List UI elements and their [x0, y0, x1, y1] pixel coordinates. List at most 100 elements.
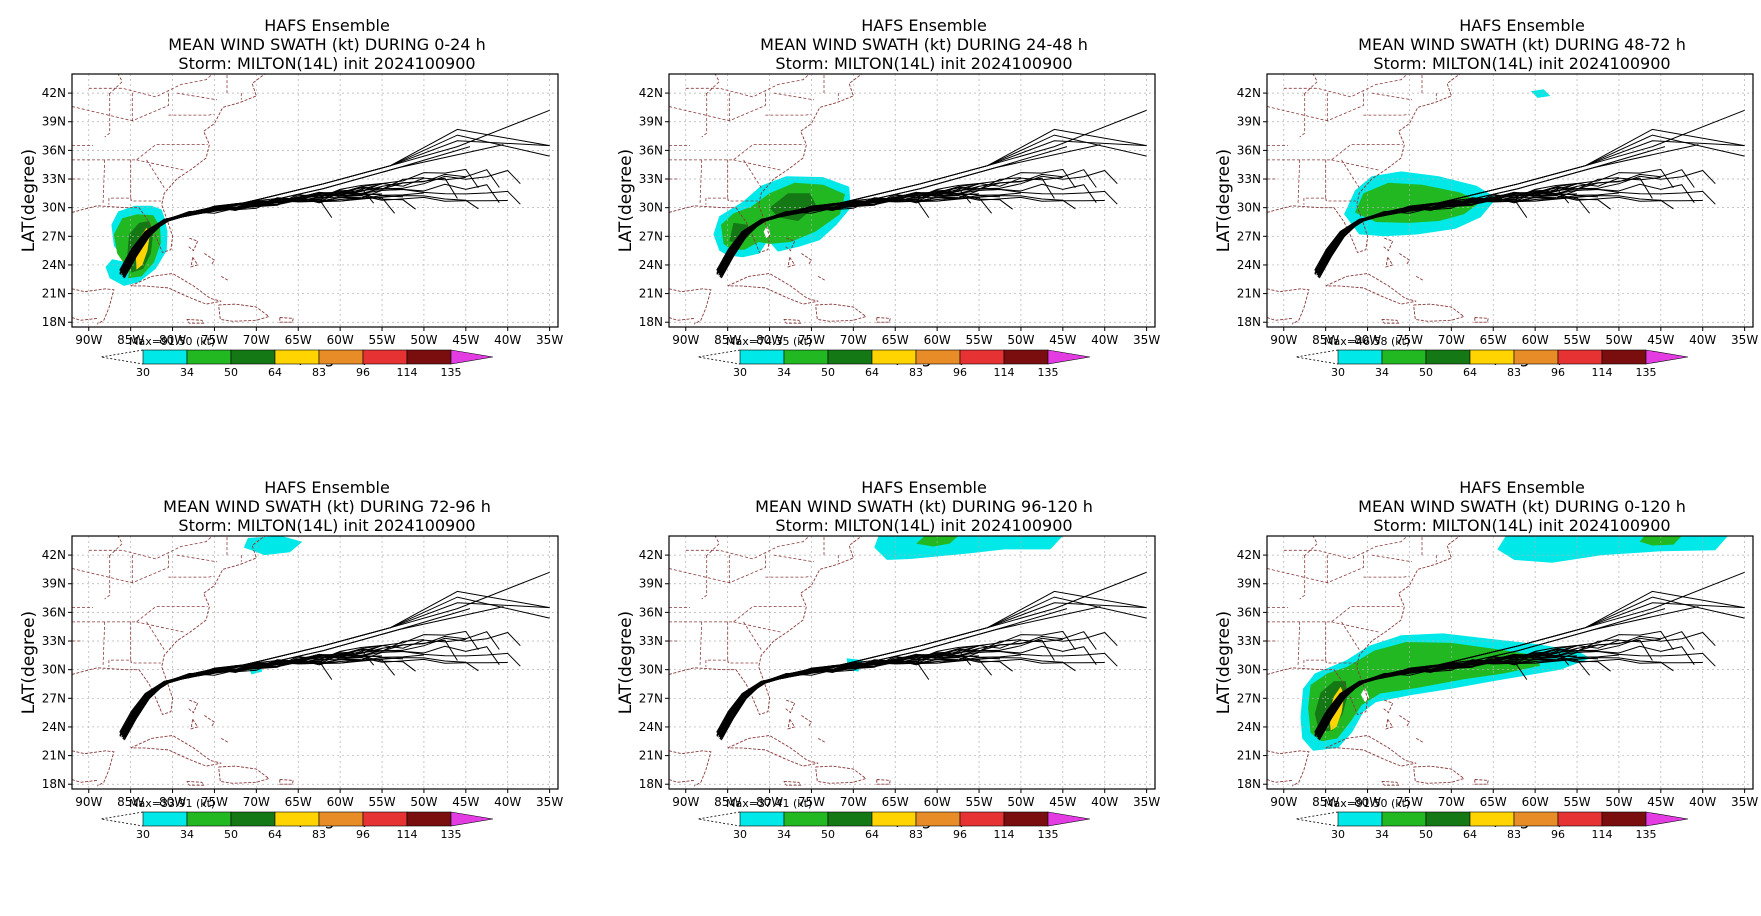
coastline: [1474, 317, 1489, 323]
coastline: [72, 536, 265, 716]
colorbar-bin-96: [362, 811, 408, 827]
x-tick-label: 55W: [965, 795, 992, 809]
x-tick-label: 70W: [1438, 795, 1465, 809]
state-border: [1371, 92, 1413, 101]
colorbar-bin-64: [274, 811, 320, 827]
y-axis-label: LAT(degree): [19, 611, 39, 714]
coastline: [669, 288, 712, 325]
state-border: [136, 159, 186, 171]
colorbar-bin-50: [1425, 811, 1471, 827]
plot-frame: [1266, 535, 1754, 790]
y-tick-label: 24N: [639, 720, 663, 734]
colorbar-level-label: 83: [909, 366, 923, 379]
y-tick-label: 21N: [639, 749, 663, 763]
colorbar-level-label: 34: [1375, 366, 1389, 379]
colorbar-bin-96: [959, 349, 1005, 365]
state-border: [72, 553, 169, 584]
colorbar-level-label: 83: [1507, 366, 1521, 379]
coastline: [801, 715, 813, 727]
colorbar-level-label: 114: [1592, 366, 1613, 379]
colorbar-bin-30: [1337, 811, 1383, 827]
state-border: [1331, 159, 1381, 171]
coastline: [1267, 779, 1293, 783]
plot-area: [72, 74, 558, 327]
ensemble-track: [721, 631, 1118, 738]
x-tick-label: 60W: [327, 333, 354, 347]
state-border: [97, 536, 123, 559]
coastline: [1381, 780, 1400, 786]
panel-storm-line: Storm: MILTON(14L) init 2024100900: [178, 516, 475, 535]
x-tick-label: 55W: [1563, 795, 1590, 809]
y-tick-label: 42N: [1237, 548, 1261, 562]
ensemble-track: [123, 657, 508, 733]
colorbar-level-label: 114: [397, 828, 418, 841]
panel-title: MEAN WIND SWATH (kt) DURING 0-24 h: [168, 35, 486, 54]
ensemble-track: [1314, 657, 1674, 733]
colorbar-bin-83: [1513, 349, 1559, 365]
coastline: [1399, 253, 1411, 265]
state-border: [733, 621, 783, 633]
state-border: [743, 621, 762, 650]
colorbar-bin-83: [318, 349, 364, 365]
coastline: [669, 779, 695, 783]
state-border: [765, 113, 812, 116]
y-tick-label: 21N: [1237, 287, 1261, 301]
ensemble-track: [124, 169, 521, 276]
coastline: [1381, 318, 1400, 324]
ensemble-track: [723, 602, 1147, 735]
colorbar-high-arrow: [450, 811, 494, 827]
coastline: [186, 780, 205, 786]
state-border: [727, 197, 758, 202]
y-tick-label: 30N: [639, 663, 663, 677]
x-tick-label: 50W: [1007, 333, 1034, 347]
state-border: [130, 197, 161, 202]
colorbar-high-arrow: [450, 349, 494, 365]
y-tick-label: 18N: [42, 777, 66, 791]
state-border: [765, 575, 812, 578]
state-border: [1267, 144, 1403, 161]
x-tick-label: 40W: [1689, 795, 1716, 809]
x-tick-label: 80W: [1354, 333, 1381, 347]
colorbar-level-label: 64: [865, 828, 879, 841]
x-tick-label: 85W: [714, 795, 741, 809]
x-tick-label: 55W: [1563, 333, 1590, 347]
plot-area: [669, 536, 1155, 789]
panel-title-line1: HAFS Ensemble: [861, 16, 987, 35]
colorbar-level-label: 83: [312, 828, 326, 841]
y-axis-label: LAT(degree): [1214, 149, 1234, 252]
ensemble-track: [119, 177, 458, 275]
y-tick-label: 33N: [42, 634, 66, 648]
coastline: [669, 74, 862, 254]
colorbar-bin-34: [186, 349, 232, 365]
state-border: [176, 554, 218, 563]
x-tick-label: 40W: [494, 333, 521, 347]
coastline: [130, 273, 222, 305]
x-tick-label: 55W: [965, 333, 992, 347]
coastline: [72, 74, 265, 254]
y-tick-label: 24N: [1237, 720, 1261, 734]
y-tick-label: 27N: [42, 691, 66, 705]
colorbar-level-label: 64: [1463, 366, 1477, 379]
plot-frame: [1266, 73, 1754, 328]
y-tick-label: 27N: [1237, 691, 1261, 705]
x-tick-label: 70W: [1438, 333, 1465, 347]
colorbar-high-arrow: [1645, 349, 1689, 365]
colorbar-level-label: 96: [953, 828, 967, 841]
colorbar-bin-50: [827, 811, 873, 827]
colorbar-level-label: 50: [821, 828, 835, 841]
coastline: [669, 750, 712, 787]
state-border: [685, 74, 810, 98]
x-tick-label: 35W: [1133, 795, 1160, 809]
y-tick-label: 18N: [42, 315, 66, 329]
y-axis-label: LAT(degree): [616, 149, 636, 252]
colorbar-level-label: 114: [397, 366, 418, 379]
y-tick-label: 33N: [1237, 172, 1261, 186]
colorbar-bin-96: [959, 811, 1005, 827]
panel-title-line1: HAFS Ensemble: [861, 478, 987, 497]
ensemble-track: [720, 146, 1068, 276]
ensemble-track: [1315, 183, 1695, 274]
x-tick-label: 55W: [368, 795, 395, 809]
coastline: [72, 317, 98, 321]
x-tick-label: 35W: [1133, 333, 1160, 347]
